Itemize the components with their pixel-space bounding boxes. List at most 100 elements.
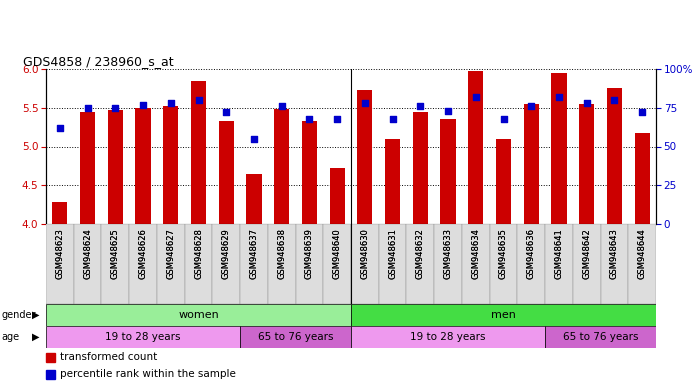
Text: GSM948628: GSM948628 [194,228,203,279]
Bar [628,224,656,304]
Text: GSM948638: GSM948638 [277,228,286,279]
Text: GSM948628: GSM948628 [194,228,203,279]
Bar [268,224,296,304]
Bar [579,104,594,224]
Bar [219,121,234,224]
Bar [413,112,428,224]
Bar [357,90,372,224]
Bar [191,81,206,224]
Bar [468,71,484,224]
Text: GSM948642: GSM948642 [582,228,591,279]
Text: GSM948625: GSM948625 [111,228,120,279]
Text: ▶: ▶ [31,310,39,320]
Bar [129,224,157,304]
Text: GSM948624: GSM948624 [83,228,92,279]
Text: GSM948629: GSM948629 [222,228,231,279]
Bar [108,110,123,224]
Bar [102,224,129,304]
Text: GSM948638: GSM948638 [277,228,286,279]
Text: transformed count: transformed count [60,353,157,362]
Text: GDS4858 / 238960_s_at: GDS4858 / 238960_s_at [23,55,173,68]
Text: GSM948627: GSM948627 [166,228,175,279]
Text: GSM948629: GSM948629 [222,228,231,279]
Text: percentile rank within the sample: percentile rank within the sample [60,369,236,379]
Bar [296,224,323,304]
Bar [551,73,567,224]
Text: GSM948623: GSM948623 [56,228,64,279]
Text: GSM948635: GSM948635 [499,228,508,279]
Bar [212,224,240,304]
Text: GSM948626: GSM948626 [139,228,148,279]
Point [304,116,315,122]
Text: men: men [491,310,516,320]
Bar [184,224,212,304]
Point [470,94,482,100]
Point [82,105,93,111]
Text: GSM948636: GSM948636 [527,228,536,279]
Bar [607,88,622,224]
Bar [351,224,379,304]
Bar [240,326,351,348]
Text: GSM948631: GSM948631 [388,228,397,279]
Text: GSM948640: GSM948640 [333,228,342,279]
Bar [496,139,511,224]
Text: GSM948641: GSM948641 [555,228,564,279]
Bar [80,112,95,224]
Point [165,100,176,106]
Point [221,109,232,116]
Text: GSM948637: GSM948637 [249,228,258,279]
Bar [240,224,268,304]
Point [138,102,149,108]
Text: gender: gender [1,310,36,320]
Point [331,116,342,122]
Bar [573,224,601,304]
Text: GSM948633: GSM948633 [443,228,452,279]
Text: GSM948636: GSM948636 [527,228,536,279]
Text: GSM948632: GSM948632 [416,228,425,279]
Point [637,109,648,116]
Bar [46,224,74,304]
Text: GSM948635: GSM948635 [499,228,508,279]
Text: 19 to 28 years: 19 to 28 years [105,332,181,342]
Text: ▶: ▶ [31,332,39,342]
Text: GSM948644: GSM948644 [638,228,647,279]
Text: 65 to 76 years: 65 to 76 years [563,332,638,342]
Text: age: age [1,332,19,342]
Text: GSM948643: GSM948643 [610,228,619,279]
Point [193,97,204,103]
Text: GSM948639: GSM948639 [305,228,314,279]
Text: GSM948630: GSM948630 [361,228,370,279]
Bar [379,224,406,304]
Point [276,103,287,109]
Text: GSM948627: GSM948627 [166,228,175,279]
Bar [545,326,656,348]
Point [54,125,65,131]
Bar [601,224,628,304]
Bar [517,224,545,304]
Point [248,136,260,142]
Point [359,100,370,106]
Point [443,108,454,114]
Text: GSM948644: GSM948644 [638,228,647,279]
Text: GSM948623: GSM948623 [56,228,64,279]
Bar [46,326,240,348]
Bar [74,224,102,304]
Text: GSM948641: GSM948641 [555,228,564,279]
Bar [406,224,434,304]
Text: GSM948637: GSM948637 [249,228,258,279]
Text: GSM948634: GSM948634 [471,228,480,279]
Bar [385,139,400,224]
Text: GSM948640: GSM948640 [333,228,342,279]
Bar [351,304,656,326]
Bar [441,119,456,224]
Point [609,97,620,103]
Text: 65 to 76 years: 65 to 76 years [258,332,333,342]
Text: GSM948643: GSM948643 [610,228,619,279]
Point [110,105,121,111]
Bar [545,224,573,304]
Text: GSM948642: GSM948642 [582,228,591,279]
Bar [46,353,55,362]
Bar [157,224,184,304]
Bar [46,304,351,326]
Bar [523,104,539,224]
